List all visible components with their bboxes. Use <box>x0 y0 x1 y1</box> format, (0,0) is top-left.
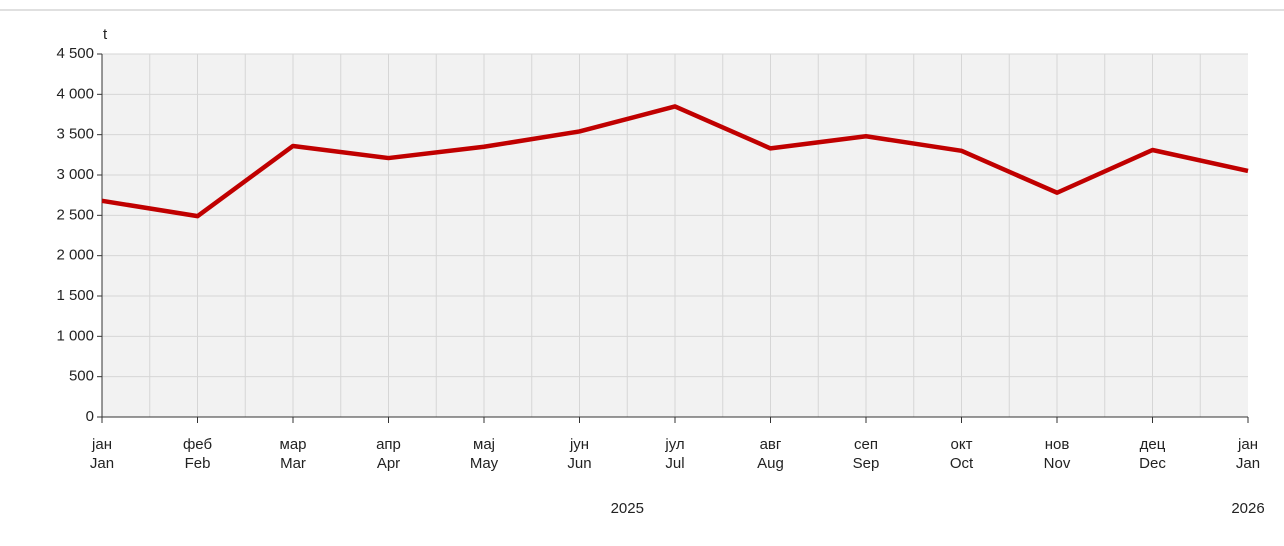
x-tick-label-sr: мар <box>280 436 307 453</box>
x-tick-label-sr: јан <box>91 436 112 453</box>
x-tick-label: Sep <box>853 455 880 472</box>
x-tick-label-sr: мај <box>473 436 495 453</box>
x-tick-label: Jul <box>665 455 684 472</box>
x-tick-label-sr: феб <box>183 436 212 453</box>
x-tick-label: Jan <box>1236 455 1260 472</box>
data-line <box>101 104 1249 219</box>
x-tick-label-sr: окт <box>951 436 973 453</box>
x-tick-label: Oct <box>950 455 974 472</box>
year-label: 2025 <box>611 500 644 517</box>
x-tick-label: Feb <box>185 455 211 472</box>
y-tick-label: 2 000 <box>56 247 94 264</box>
x-tick-label-sr: авг <box>760 436 782 453</box>
y-tick-label: 3 500 <box>56 126 94 143</box>
x-tick-label: Nov <box>1044 455 1071 472</box>
x-tick-label-sr: сеп <box>854 436 878 453</box>
x-tick-label: Apr <box>377 455 400 472</box>
x-tick-label: Jan <box>90 455 114 472</box>
x-tick-label-sr: јул <box>664 436 684 453</box>
y-tick-label: 1 000 <box>56 327 94 344</box>
y-tick-label: 1 500 <box>56 287 94 304</box>
y-tick-label: 4 000 <box>56 85 94 102</box>
x-tick-label-sr: јан <box>1237 436 1258 453</box>
y-tick-label: 3 000 <box>56 166 94 183</box>
y-tick-label: 500 <box>69 368 94 385</box>
x-tick-label: Mar <box>280 455 306 472</box>
y-tick-label: 2 500 <box>56 206 94 223</box>
y-tick-label: 4 500 <box>56 45 94 62</box>
x-tick-label: Jun <box>567 455 591 472</box>
x-tick-label-sr: нов <box>1045 436 1070 453</box>
x-tick-label-sr: апр <box>376 436 401 453</box>
x-tick-label-sr: дец <box>1140 436 1166 453</box>
year-label: 2026 <box>1231 500 1264 517</box>
x-tick-label: May <box>470 455 499 472</box>
y-tick-label: 0 <box>86 408 94 425</box>
x-tick-label-sr: јун <box>569 436 589 453</box>
x-tick-label: Aug <box>757 455 784 472</box>
x-tick-label: Dec <box>1139 455 1166 472</box>
y-unit: t <box>103 26 108 43</box>
